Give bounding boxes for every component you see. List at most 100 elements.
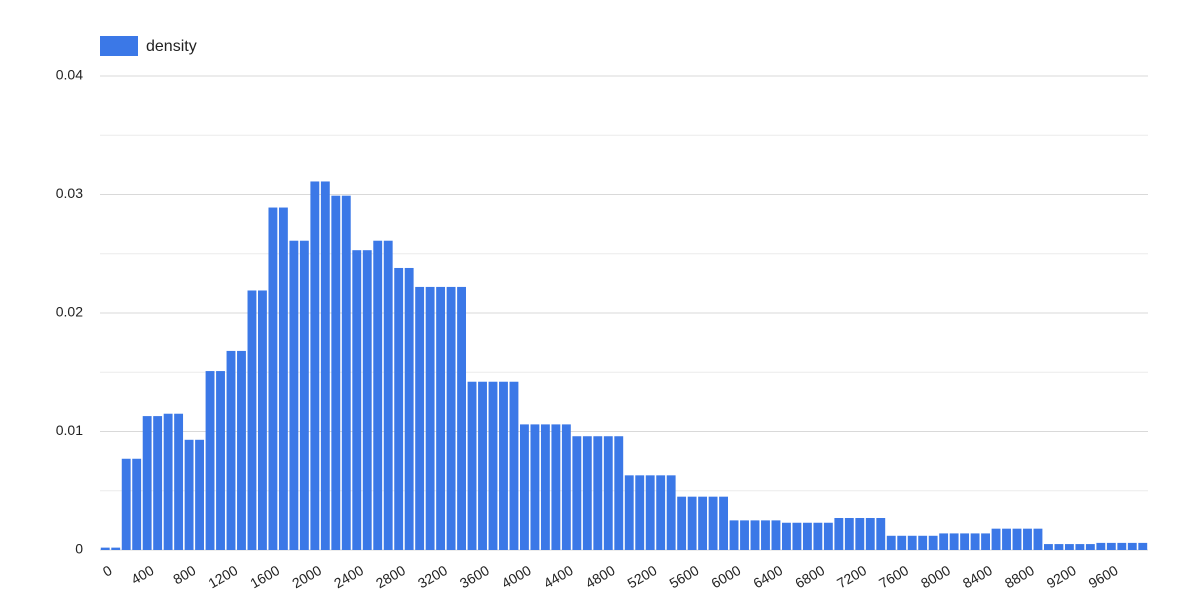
x-tick-label: 5600	[666, 562, 701, 592]
bar	[415, 286, 425, 550]
x-tick-label: 1200	[205, 562, 240, 592]
bar	[1127, 542, 1137, 550]
bar	[1138, 542, 1148, 550]
bar	[268, 207, 278, 550]
bar	[362, 250, 372, 550]
bar	[582, 436, 592, 550]
bar	[341, 195, 351, 550]
x-tick-label: 8800	[1002, 562, 1037, 592]
bar	[205, 371, 215, 550]
bar	[289, 240, 299, 550]
bar	[970, 533, 980, 550]
bar	[677, 496, 687, 550]
bar	[394, 267, 404, 550]
bar	[446, 286, 456, 550]
x-tick-label: 4800	[583, 562, 618, 592]
bar	[614, 436, 624, 550]
bar	[195, 439, 204, 550]
bar	[540, 424, 550, 550]
bar	[184, 439, 194, 550]
bar	[404, 267, 414, 550]
bar	[572, 436, 582, 550]
x-tick-label: 9200	[1044, 562, 1079, 592]
bar	[1054, 544, 1064, 550]
bar	[561, 424, 571, 550]
bar	[509, 381, 519, 550]
bar	[226, 350, 236, 550]
bar	[174, 413, 184, 550]
bar	[373, 240, 383, 550]
bar	[530, 424, 540, 550]
bar	[593, 436, 603, 550]
y-tick-label: 0.02	[56, 304, 83, 320]
bar	[310, 181, 320, 550]
bar	[1012, 528, 1022, 550]
bar	[1085, 544, 1095, 550]
bar	[478, 381, 487, 550]
bar	[792, 522, 802, 550]
y-tick-label: 0	[75, 541, 83, 557]
bar	[488, 381, 498, 550]
y-tick-label: 0.04	[56, 67, 83, 83]
bar	[100, 547, 110, 550]
bar	[719, 496, 728, 550]
bar	[865, 518, 875, 550]
x-tick-label: 8400	[960, 562, 995, 592]
bar	[603, 436, 613, 550]
bar	[960, 533, 970, 550]
bar	[142, 416, 152, 550]
bar	[939, 533, 949, 550]
bar	[876, 518, 886, 550]
bar	[520, 424, 529, 550]
bar	[278, 207, 288, 550]
bar	[928, 535, 938, 550]
x-tick-label: 8000	[918, 562, 953, 592]
bar	[981, 533, 990, 550]
bar	[813, 522, 823, 550]
x-tick-label: 400	[128, 562, 156, 588]
bar	[698, 496, 708, 550]
x-tick-label: 800	[170, 562, 198, 588]
bar	[299, 240, 309, 550]
legend-label: density	[146, 38, 197, 55]
bar	[1096, 542, 1106, 550]
bar	[1106, 542, 1116, 550]
bar	[467, 381, 477, 550]
bar	[687, 496, 697, 550]
x-tick-label: 6000	[708, 562, 743, 592]
bar	[834, 518, 844, 550]
bar	[258, 290, 267, 550]
bar	[551, 424, 561, 550]
bar	[383, 240, 393, 550]
bar	[750, 520, 760, 550]
bar	[991, 528, 1001, 550]
bar	[645, 475, 655, 550]
bar	[740, 520, 749, 550]
x-tick-label: 6800	[792, 562, 827, 592]
bar	[163, 413, 173, 550]
bar	[1033, 528, 1043, 550]
bar	[237, 350, 246, 550]
bar	[886, 535, 896, 550]
bar	[425, 286, 435, 550]
x-tick-label: 6400	[750, 562, 785, 592]
bar	[331, 195, 341, 550]
bar	[782, 522, 791, 550]
bar	[844, 518, 854, 550]
x-tick-label: 3200	[415, 562, 450, 592]
bar	[666, 475, 676, 550]
bar	[918, 535, 928, 550]
bar	[761, 520, 770, 550]
bar	[1002, 528, 1011, 550]
x-tick-label: 3600	[457, 562, 492, 592]
bar	[216, 371, 225, 550]
bar	[457, 286, 466, 550]
x-tick-label: 5200	[625, 562, 660, 592]
bar	[1117, 542, 1127, 550]
x-tick-label: 4000	[499, 562, 534, 592]
bar	[897, 535, 907, 550]
bar	[823, 522, 833, 550]
y-tick-label: 0.03	[56, 185, 83, 201]
bar	[320, 181, 330, 550]
legend-swatch	[100, 36, 138, 56]
